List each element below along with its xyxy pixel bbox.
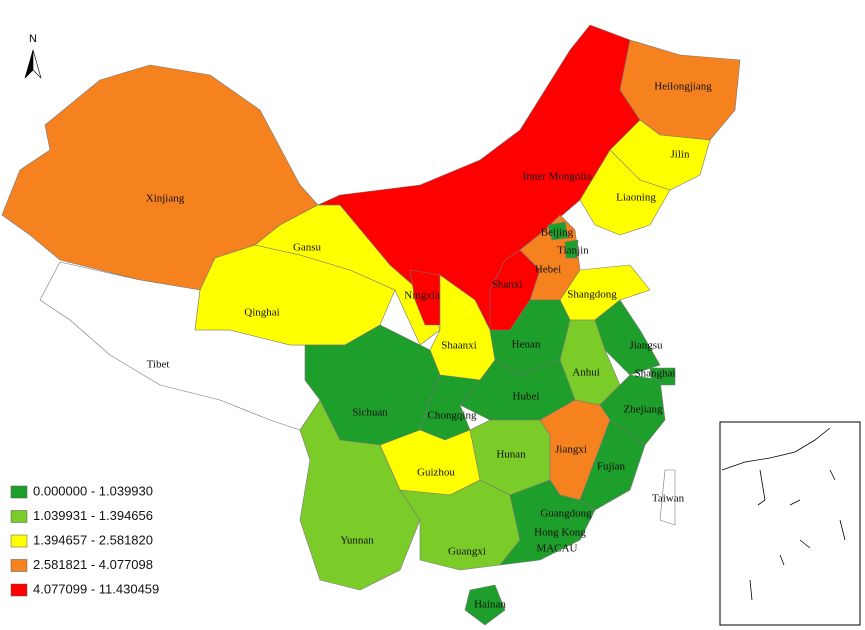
province: [499, 479, 596, 566]
province-label: Guangdong: [540, 508, 592, 520]
legend-swatch: [10, 583, 28, 597]
province-label: Guizhou: [417, 467, 455, 479]
province-label: Fujian: [597, 461, 626, 473]
province-label: Guangxi: [448, 546, 486, 558]
province-label: Hong Kong: [534, 527, 586, 539]
legend-swatch: [10, 510, 28, 523]
province: [464, 584, 506, 626]
province-label: Anhui: [572, 367, 600, 379]
legend-label: 4.077099 - 11.430459: [33, 581, 159, 596]
province-label: Tianjin: [557, 245, 589, 257]
north-arrow: N: [24, 33, 42, 79]
legend-swatch: [10, 534, 28, 548]
legend-swatch: [10, 485, 28, 499]
province: [579, 149, 671, 236]
inset-frame: [719, 421, 861, 626]
province-label: Shanxi: [492, 279, 523, 291]
province: [409, 269, 441, 326]
province-label: Sichuan: [352, 407, 388, 419]
north-label: N: [29, 33, 37, 45]
legend-swatch: [10, 559, 28, 572]
province-label: Zhejiang: [623, 404, 663, 416]
inset-islands: [749, 469, 846, 601]
province-label: Ningxia: [404, 290, 440, 302]
province-label: Shaanxi: [441, 340, 476, 352]
province-label: Gansu: [293, 242, 322, 254]
province-label: Liaoning: [616, 192, 656, 204]
province-label: Taiwan: [652, 493, 685, 505]
province-label: Jiangsu: [630, 340, 664, 352]
legend-label: 1.394657 - 2.581820: [33, 532, 153, 547]
legend-label: 0.000000 - 1.039930: [33, 483, 153, 498]
province-label: Jiangxi: [555, 444, 587, 456]
province-label: Henan: [512, 339, 541, 351]
province-label: MACAU: [537, 543, 578, 555]
provinces: [1, 24, 741, 626]
province-label: Chongqing: [428, 410, 477, 422]
province: [299, 399, 421, 591]
province-label: Hebei: [535, 264, 561, 276]
province: [659, 469, 676, 526]
province-label: Beijing: [541, 227, 574, 239]
province-label: Shanghai: [635, 368, 676, 380]
legend: 0.000000 - 1.039930 1.039931 - 1.394656 1.…: [10, 483, 159, 597]
legend-label: 1.039931 - 1.394656: [33, 508, 153, 523]
province-label: Yunnan: [340, 535, 374, 547]
province-label: Qinghai: [244, 307, 279, 319]
province-label: Hunan: [496, 449, 526, 461]
province: [564, 239, 579, 259]
inset: [719, 421, 861, 626]
province: [547, 221, 569, 241]
province-label: Shangdong: [567, 289, 617, 301]
north-arrow-right: [32, 49, 42, 79]
province-label: Hubei: [513, 391, 540, 403]
province-label: Hainan: [474, 599, 506, 611]
province-label: Heilongjiang: [654, 81, 712, 93]
province-label: Xinjiang: [146, 193, 185, 205]
province-labels: Xinjiang Tibet Qinghai Gansu Inner Mongo…: [146, 81, 712, 611]
province-label: Tibet: [147, 359, 170, 371]
province-label: Inner Mongolia: [523, 171, 592, 183]
inset-coast: [721, 427, 831, 471]
province-label: Jilin: [671, 149, 690, 161]
legend-label: 2.581821 - 4.077098: [33, 557, 153, 572]
